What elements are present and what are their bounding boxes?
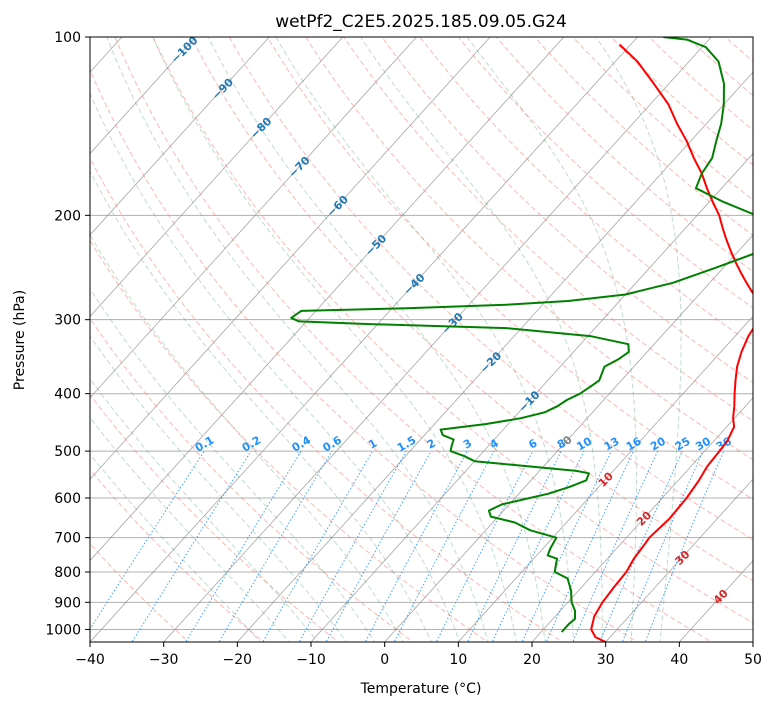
mixing-ratio-line	[572, 450, 659, 642]
isotherm-line	[90, 37, 344, 317]
mixing-ratio-line	[185, 450, 302, 642]
x-tick-label: 40	[670, 652, 688, 668]
dry-adiabat-line	[90, 239, 489, 642]
mixing-ratio-line	[435, 450, 534, 642]
isotherm-line	[163, 37, 712, 642]
moist-adiabat-line	[90, 335, 347, 642]
mixing-ratio-line	[644, 450, 725, 642]
mixing-ratio-line	[599, 450, 683, 642]
isotherm-line	[237, 71, 753, 642]
mixing-ratio-line	[466, 450, 562, 642]
moist-adiabat-line	[90, 416, 290, 642]
plot-frame	[89, 36, 754, 643]
mixing-ratio-line	[364, 450, 468, 642]
x-tick-label: 30	[597, 652, 615, 668]
isotherm-line	[90, 37, 417, 399]
x-tick-label: −20	[223, 652, 253, 668]
mixing-ratio-line	[621, 450, 704, 642]
mixing-ratio-lines	[90, 450, 725, 642]
y-tick-label: 900	[54, 595, 81, 611]
isotherm-line	[531, 397, 753, 642]
dry-adiabat-line	[90, 157, 564, 642]
isotherm-line	[90, 37, 196, 155]
dry-adiabat-line	[90, 393, 340, 642]
isotherm-line	[310, 153, 753, 642]
dewpoint-line	[290, 37, 753, 633]
dry-adiabat-line	[381, 37, 753, 384]
x-tick-label: −10	[296, 652, 326, 668]
moist-adiabat-line	[106, 37, 489, 642]
y-tick-label: 300	[54, 313, 81, 329]
isotherm-line	[90, 37, 638, 642]
y-tick-label: 200	[54, 208, 81, 224]
x-tick-label: 0	[380, 652, 389, 668]
mixing-ratio-line	[131, 450, 252, 642]
isotherm-line	[90, 37, 565, 562]
mixing-ratio-line	[218, 450, 333, 642]
dry-adiabat-line	[152, 37, 753, 624]
moist-adiabat-line	[595, 37, 682, 642]
x-tick-label: 50	[744, 652, 762, 668]
dry-adiabat-line	[228, 37, 753, 541]
x-tick-label: −30	[149, 652, 179, 668]
pressure-grid	[90, 37, 753, 630]
isotherm-line	[90, 37, 491, 480]
chart-title: wetPf2_C2E5.2025.185.09.05.G24	[275, 12, 567, 32]
x-tick-label: 20	[523, 652, 541, 668]
mixing-ratio-line	[262, 450, 374, 642]
moist-adiabat-line	[152, 37, 518, 642]
dry-adiabat-line	[457, 37, 753, 309]
moist-adiabat-line	[90, 453, 261, 642]
y-axis: 100 200 300 400 500 600 700 800 900 1000	[45, 30, 90, 638]
y-tick-label: 100	[54, 30, 81, 46]
moist-adiabat-line	[90, 91, 461, 642]
isotherm-line	[605, 478, 753, 642]
moist-adiabat-line	[466, 37, 637, 642]
isotherm-line	[384, 234, 753, 642]
dry-adiabat-line	[90, 468, 265, 642]
y-tick-label: 400	[54, 387, 81, 403]
profile-series	[290, 37, 753, 642]
moist-adiabat-line	[90, 287, 376, 642]
moist-adiabat-line	[90, 233, 404, 642]
mixing-ratio-line	[90, 450, 205, 631]
dry-adiabat-line	[90, 317, 414, 642]
mixing-ratio-line	[545, 450, 634, 642]
dry-adiabat-line	[190, 37, 753, 582]
plot-area: −100−90−80−70−60−50−40−30−20−10010203040…	[90, 37, 753, 642]
dry-adiabat-line	[114, 37, 713, 642]
y-tick-label: 600	[54, 491, 81, 507]
temperature-line	[590, 43, 753, 642]
mixing-ratio-line	[393, 450, 495, 642]
x-tick-label: 10	[449, 652, 467, 668]
y-axis-title: Pressure (hPa)	[12, 290, 28, 390]
isotherm-line	[458, 315, 753, 642]
y-tick-label: 500	[54, 444, 81, 460]
dry-adiabat-line	[343, 37, 753, 422]
isotherm-lines	[90, 37, 753, 642]
moist-adiabat-line	[90, 170, 432, 642]
mixing-ratio-line	[491, 450, 585, 642]
isotherm-line	[90, 37, 270, 236]
y-tick-label: 1000	[45, 622, 81, 638]
y-tick-label: 700	[54, 531, 81, 547]
x-axis: −40 −30 −20 −10 0 10 20 30 40 50	[75, 642, 762, 668]
x-tick-label: −40	[75, 652, 105, 668]
dry-adiabat-line	[266, 37, 753, 500]
x-axis-title: Temperature (°C)	[360, 681, 482, 697]
moist-adiabat-line	[90, 377, 319, 642]
y-tick-label: 800	[54, 565, 81, 581]
dry-adiabat-lines	[90, 37, 753, 642]
